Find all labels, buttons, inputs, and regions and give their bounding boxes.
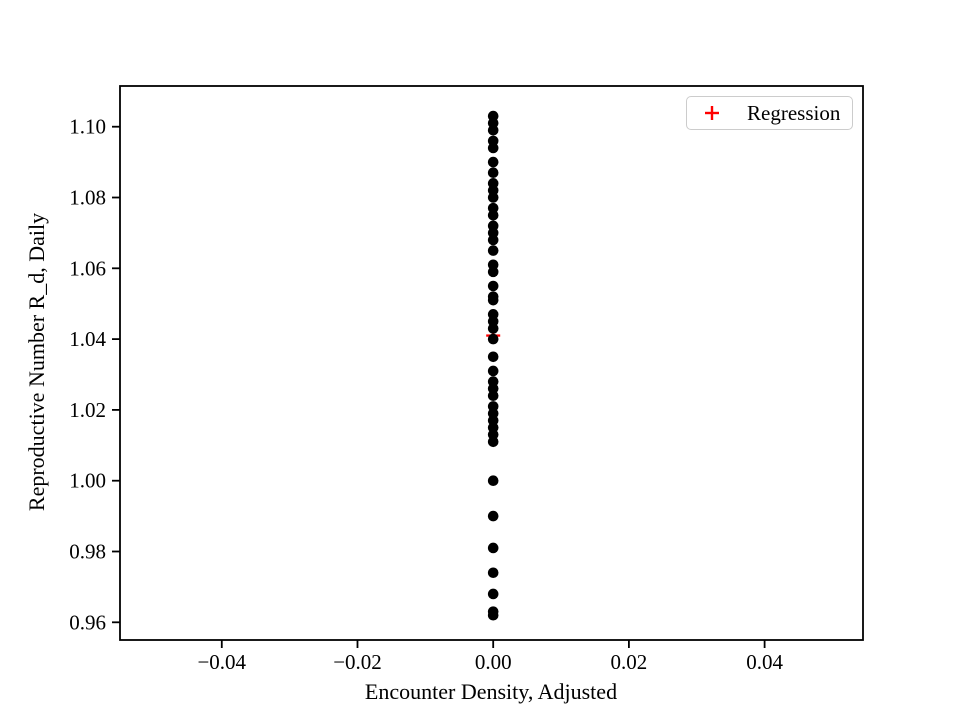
scatter-point <box>487 390 499 402</box>
regression-plus-icon <box>705 106 719 120</box>
scatter-point <box>487 567 499 579</box>
scatter-point <box>487 351 499 363</box>
x-tick-label: −0.02 <box>333 650 382 674</box>
y-tick-label: 1.02 <box>69 398 106 422</box>
legend: Regression <box>686 96 853 130</box>
y-tick-label: 1.06 <box>69 256 106 280</box>
scatter-point <box>487 323 499 334</box>
scatter-point <box>487 156 499 168</box>
scatter-point <box>487 245 499 256</box>
x-tick-label: −0.04 <box>197 650 246 674</box>
y-tick-label: 1.08 <box>69 186 106 210</box>
y-tick-label: 0.98 <box>69 540 106 564</box>
scatter-point <box>487 588 499 600</box>
scatter-point <box>487 475 499 487</box>
legend-label-regression: Regression <box>747 100 841 125</box>
scatter-point <box>487 124 499 136</box>
scatter-point <box>487 192 499 203</box>
x-axis-label: Encounter Density, Adjusted <box>365 679 617 704</box>
scatter-point <box>487 609 499 621</box>
scatter-point <box>487 510 499 522</box>
x-tick-label: 0.00 <box>475 650 512 674</box>
scatter-point <box>487 142 499 154</box>
scatter-point <box>487 294 499 306</box>
scatter-point <box>487 280 499 292</box>
plot-frame <box>119 85 864 641</box>
x-tick-label: 0.02 <box>611 650 648 674</box>
scatter-point <box>487 542 499 554</box>
scatter-point <box>487 333 499 345</box>
y-axis-label: Reproductive Number R_d, Daily <box>24 213 49 511</box>
y-tick-label: 0.96 <box>69 610 106 634</box>
scatter-point <box>487 436 499 448</box>
y-tick-label: 1.04 <box>69 327 106 351</box>
scatter-point <box>487 365 499 377</box>
scatter-point <box>487 266 499 278</box>
scatter-point <box>487 234 499 246</box>
x-tick-label: 0.04 <box>746 650 783 674</box>
scatter-point <box>487 209 499 221</box>
scatter-point <box>487 167 499 179</box>
y-tick-label: 1.00 <box>69 469 106 493</box>
y-tick-label: 1.10 <box>69 115 106 139</box>
